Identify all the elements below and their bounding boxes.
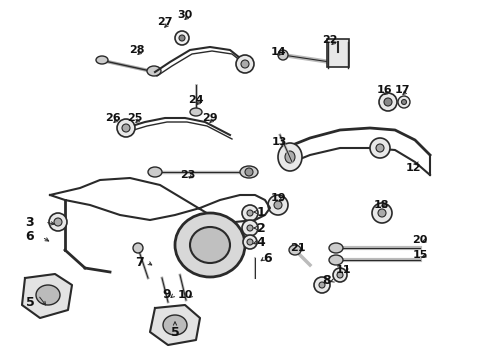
Ellipse shape: [190, 108, 202, 116]
Ellipse shape: [273, 201, 282, 209]
Ellipse shape: [54, 218, 62, 226]
Ellipse shape: [375, 144, 383, 152]
Ellipse shape: [147, 66, 161, 76]
Text: 3: 3: [26, 216, 34, 229]
Text: 21: 21: [290, 243, 305, 253]
Text: 18: 18: [372, 200, 388, 210]
Ellipse shape: [278, 50, 287, 60]
Text: 16: 16: [376, 85, 392, 95]
Ellipse shape: [328, 255, 342, 265]
Polygon shape: [150, 305, 200, 345]
Text: 11: 11: [335, 265, 350, 275]
Text: 28: 28: [129, 45, 144, 55]
Text: 27: 27: [157, 17, 172, 27]
Ellipse shape: [369, 138, 389, 158]
Polygon shape: [22, 274, 72, 318]
Ellipse shape: [332, 268, 346, 282]
Text: 23: 23: [180, 170, 195, 180]
Ellipse shape: [117, 119, 135, 137]
Text: 26: 26: [105, 113, 121, 123]
Text: 30: 30: [177, 10, 192, 20]
Ellipse shape: [318, 282, 325, 288]
Text: 5: 5: [25, 296, 34, 309]
Ellipse shape: [313, 277, 329, 293]
Text: 12: 12: [405, 163, 420, 173]
Text: 17: 17: [393, 85, 409, 95]
Text: 8: 8: [322, 274, 331, 287]
Text: 13: 13: [271, 137, 286, 147]
Ellipse shape: [278, 143, 302, 171]
Ellipse shape: [267, 195, 287, 215]
Ellipse shape: [240, 166, 258, 178]
Ellipse shape: [383, 98, 391, 106]
Ellipse shape: [336, 272, 342, 278]
Ellipse shape: [36, 285, 60, 305]
Ellipse shape: [244, 168, 252, 176]
Text: 15: 15: [411, 250, 427, 260]
Text: 10: 10: [177, 290, 192, 300]
Ellipse shape: [190, 227, 229, 263]
Ellipse shape: [242, 205, 258, 221]
Text: 4: 4: [256, 235, 265, 248]
FancyBboxPatch shape: [326, 39, 348, 67]
Ellipse shape: [371, 203, 391, 223]
Text: 6: 6: [263, 252, 272, 265]
Ellipse shape: [285, 151, 294, 163]
Ellipse shape: [241, 60, 248, 68]
Text: 7: 7: [134, 256, 143, 269]
Ellipse shape: [377, 209, 385, 217]
Text: 1: 1: [256, 206, 265, 219]
Text: 22: 22: [322, 35, 337, 45]
Text: 20: 20: [411, 235, 427, 245]
Text: 5: 5: [170, 327, 179, 339]
Text: 19: 19: [270, 193, 285, 203]
Ellipse shape: [175, 213, 244, 277]
Ellipse shape: [236, 55, 253, 73]
Text: 25: 25: [127, 113, 142, 123]
Text: 9: 9: [163, 288, 171, 302]
Ellipse shape: [133, 243, 142, 253]
Ellipse shape: [175, 31, 189, 45]
Text: 14: 14: [270, 47, 285, 57]
Ellipse shape: [401, 99, 406, 104]
Text: 29: 29: [202, 113, 217, 123]
Text: 2: 2: [256, 221, 265, 234]
Ellipse shape: [397, 96, 409, 108]
Text: 6: 6: [26, 230, 34, 243]
Ellipse shape: [179, 35, 184, 41]
Ellipse shape: [148, 167, 162, 177]
Text: 24: 24: [188, 95, 203, 105]
Ellipse shape: [49, 213, 67, 231]
Ellipse shape: [378, 93, 396, 111]
Ellipse shape: [96, 56, 108, 64]
Ellipse shape: [242, 220, 258, 236]
Ellipse shape: [163, 315, 186, 335]
Ellipse shape: [288, 245, 301, 255]
Ellipse shape: [243, 235, 257, 249]
Ellipse shape: [246, 225, 252, 231]
Ellipse shape: [246, 210, 252, 216]
Ellipse shape: [328, 243, 342, 253]
Ellipse shape: [122, 124, 130, 132]
Ellipse shape: [246, 239, 252, 245]
